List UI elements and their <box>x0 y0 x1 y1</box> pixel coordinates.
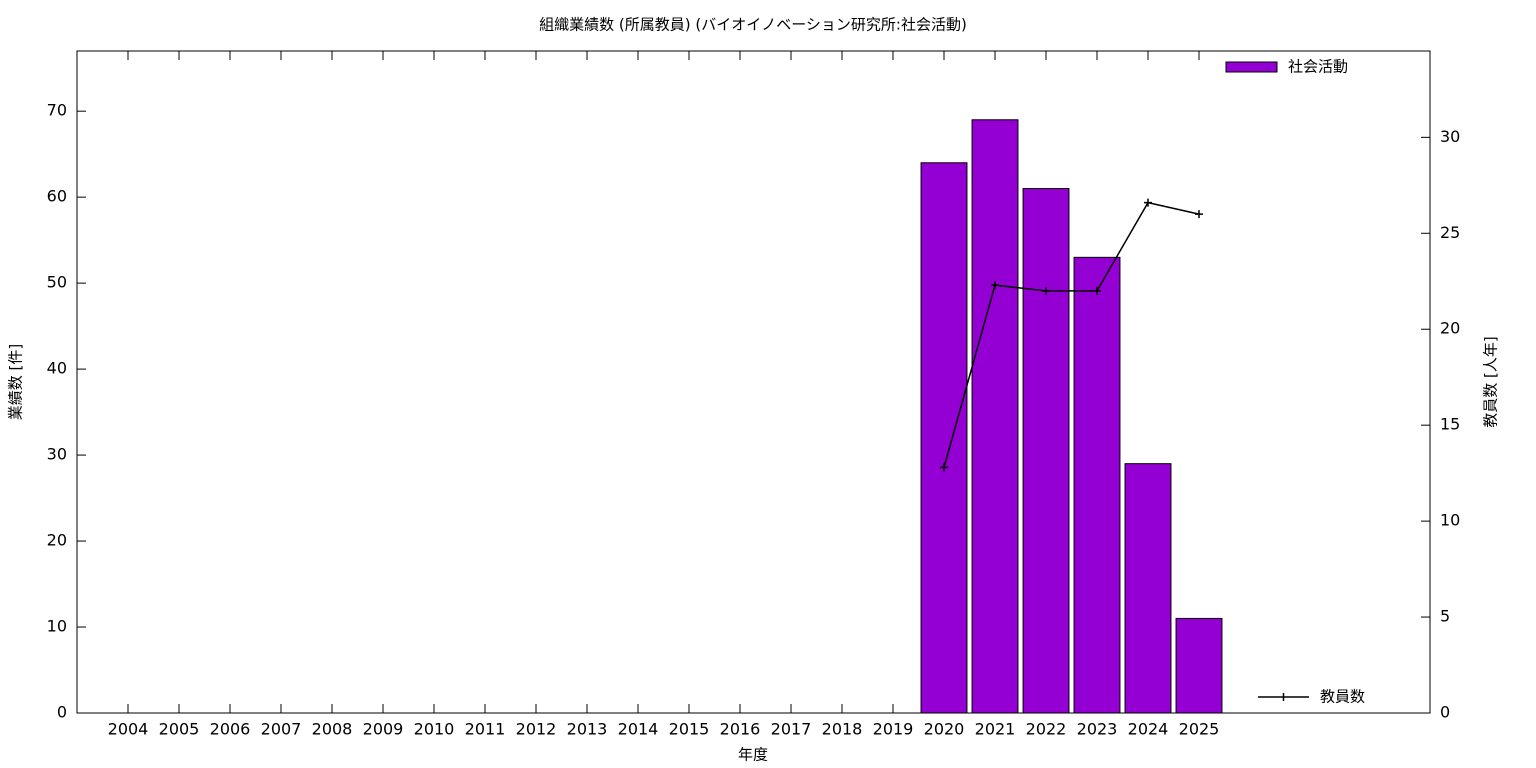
point <box>1144 198 1152 207</box>
y-tick-label: 30 <box>47 445 67 464</box>
x-tick-label: 2015 <box>669 720 710 739</box>
bar <box>1124 463 1172 714</box>
y-tick-label: 40 <box>47 359 67 378</box>
x-tick-label: 2019 <box>873 720 914 739</box>
y2-tick-label: 25 <box>1440 223 1460 242</box>
x-tick-label: 2010 <box>414 720 455 739</box>
x-tick-label: 2005 <box>159 720 200 739</box>
x-tick-label: 2009 <box>363 720 404 739</box>
y2-tick-label: 0 <box>1440 703 1450 722</box>
x-tick-label: 2006 <box>210 720 251 739</box>
x-tick-label: 2021 <box>975 720 1016 739</box>
y-axis-label: 業績数 [件] <box>7 344 25 420</box>
x-tick-label: 2011 <box>465 720 506 739</box>
x-tick-label: 2018 <box>822 720 863 739</box>
chart-title: 組織業績数 (所属教員) (バイオイノベーション研究所:社会活動) <box>539 16 967 34</box>
line <box>943 201 1200 468</box>
legend-label: 社会活動 <box>1288 58 1348 76</box>
y-tick-label: 20 <box>47 531 67 550</box>
y-tick-label: 50 <box>47 273 67 292</box>
y2-axis-label: 教員数 [人年] <box>1482 336 1500 427</box>
x-tick-label: 2012 <box>516 720 557 739</box>
y2-tick-label: 20 <box>1440 319 1460 338</box>
y-tick-label: 60 <box>47 187 67 206</box>
point <box>1195 210 1203 219</box>
x-tick-label: 2007 <box>261 720 302 739</box>
x-tick-label: 2008 <box>312 720 353 739</box>
x-tick-label: 2014 <box>618 720 659 739</box>
x-tick-label: 2013 <box>567 720 608 739</box>
x-tick-label: 2004 <box>108 720 149 739</box>
x-tick-label: 2020 <box>924 720 965 739</box>
x-tick-label: 2017 <box>771 720 812 739</box>
x-tick-label: 2016 <box>720 720 761 739</box>
x-axis-label: 年度 <box>738 746 768 764</box>
y-tick-label: 0 <box>57 703 67 722</box>
point <box>1093 286 1101 295</box>
bar <box>1022 188 1070 714</box>
point <box>1042 286 1050 295</box>
point <box>940 463 948 472</box>
bar <box>971 119 1019 714</box>
bar <box>1073 256 1121 714</box>
point <box>991 281 999 290</box>
x-tick-label: 2023 <box>1077 720 1118 739</box>
y-tick-label: 10 <box>47 617 67 636</box>
y2-tick-label: 15 <box>1440 415 1460 434</box>
y2-tick-label: 10 <box>1440 511 1460 530</box>
y2-tick-label: 30 <box>1440 127 1460 146</box>
plot-frame <box>76 50 1431 714</box>
x-tick-label: 2022 <box>1026 720 1067 739</box>
y-tick-label: 70 <box>47 101 67 120</box>
legend-swatch <box>1225 61 1278 73</box>
x-tick-label: 2025 <box>1179 720 1220 739</box>
y2-tick-label: 5 <box>1440 607 1450 626</box>
bar <box>920 162 968 714</box>
x-tick-label: 2024 <box>1128 720 1169 739</box>
bar <box>1175 617 1223 714</box>
legend-label: 教員数 <box>1320 688 1365 706</box>
